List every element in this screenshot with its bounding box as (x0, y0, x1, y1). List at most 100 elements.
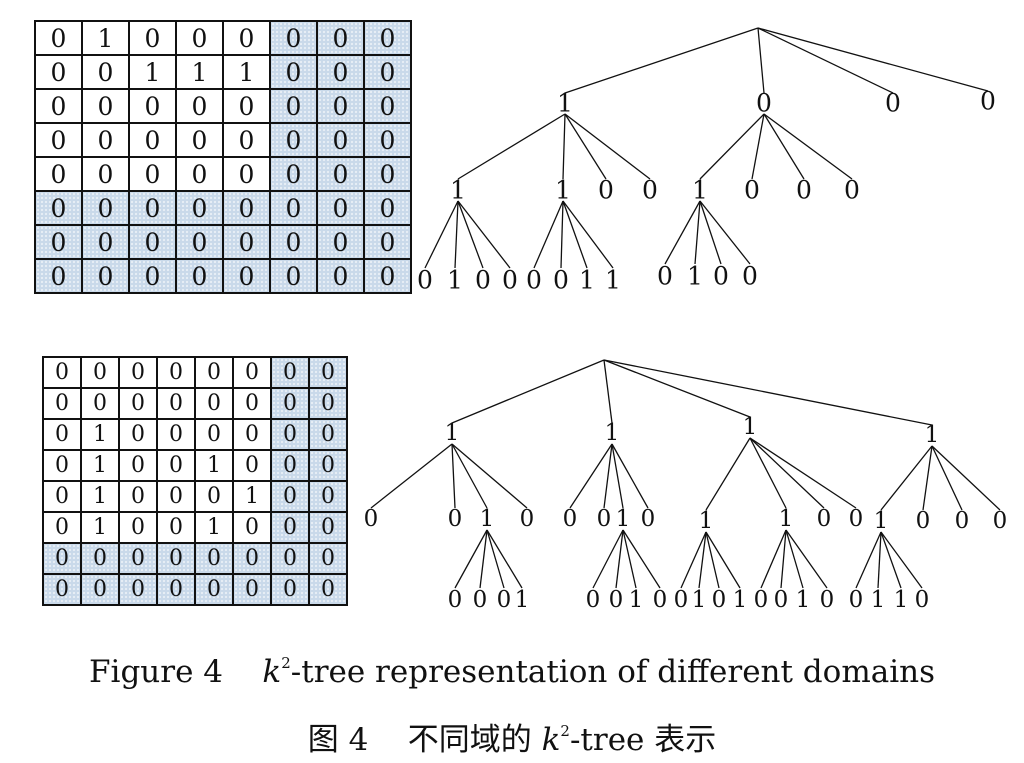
tree-node: 0 (744, 176, 760, 205)
tree-node: 0 (563, 506, 578, 532)
tree-edge (603, 359, 933, 426)
tree-edge (457, 200, 511, 269)
tree-node: 1 (779, 506, 794, 532)
tree-edge (931, 445, 963, 511)
tree-node: 1 (925, 422, 940, 448)
tree-edge (457, 113, 566, 180)
grid-cell: 0 (269, 122, 318, 158)
grid-cell: 0 (42, 356, 82, 389)
tree-leaf: 0 (417, 266, 433, 295)
caption-en-prefix: Figure 4 (89, 654, 223, 690)
caption-en-rest: -tree representation of different domain… (290, 654, 935, 690)
tree-leaf: 0 (657, 262, 673, 291)
tree-node: 0 (448, 506, 463, 532)
tree-edge (698, 531, 707, 589)
tree-node: 1 (555, 176, 571, 205)
tree-node: 1 (743, 414, 758, 440)
figure-caption-english: Figure 4 k2-tree representation of diffe… (0, 654, 1024, 690)
tree-edge (611, 443, 624, 509)
grid-cell: 0 (316, 20, 365, 56)
grid-cell: 0 (308, 387, 348, 420)
grid-cell: 0 (269, 54, 318, 90)
grid-cell: 1 (175, 54, 224, 90)
grid-cell: 0 (308, 449, 348, 482)
caption-zh-rest: -tree 表示 (569, 722, 717, 758)
grid-cell: 0 (156, 480, 196, 513)
grid-cell: 0 (232, 573, 272, 606)
tree-edge (451, 443, 456, 509)
tree-node: 1 (605, 420, 620, 446)
tree-edge (785, 529, 828, 589)
tree-edge (763, 113, 853, 180)
grid-cell: 0 (308, 356, 348, 389)
tree-node: 0 (885, 89, 901, 118)
grid-cell: 0 (42, 573, 82, 606)
tree-leaf: 1 (871, 587, 886, 613)
tree-node: 0 (756, 89, 772, 118)
grid-cell: 0 (42, 511, 82, 544)
tree-node: 1 (480, 506, 495, 532)
grid-cell: 0 (222, 190, 271, 226)
grid-cell: 1 (128, 54, 177, 90)
grid-cell: 0 (270, 480, 310, 513)
grid-cell: 0 (34, 54, 83, 90)
tree-leaf: 0 (526, 266, 542, 295)
grid-cell: 0 (269, 258, 318, 294)
grid-cell: 0 (308, 418, 348, 451)
tree-leaf: 0 (713, 262, 729, 291)
grid-cell: 0 (269, 156, 318, 192)
grid-cell: 0 (81, 88, 130, 124)
grid-cell: 0 (269, 20, 318, 56)
tree-leaf: 1 (515, 587, 530, 613)
grid-cell: 1 (194, 511, 234, 544)
tree-edge (749, 437, 787, 509)
grid-cell: 0 (34, 88, 83, 124)
grid-cell: 0 (270, 418, 310, 451)
caption-zh-k: k (541, 722, 561, 758)
grid-cell: 1 (222, 54, 271, 90)
grid-cell: 1 (80, 449, 120, 482)
tree-node: 1 (699, 508, 714, 534)
tree-edge (699, 200, 722, 265)
grid-cell: 0 (363, 54, 412, 90)
grid-cell: 0 (80, 387, 120, 420)
tree-leaf: 0 (774, 587, 789, 613)
tree-edge (757, 27, 894, 94)
tree-leaf: 0 (475, 266, 491, 295)
tree-node: 0 (993, 508, 1008, 534)
grid-cell: 0 (81, 224, 130, 260)
tree-edge (564, 113, 607, 180)
tree-edge (564, 113, 651, 180)
grid-cell: 0 (34, 156, 83, 192)
grid-cell: 0 (270, 573, 310, 606)
grid-cell: 0 (118, 573, 158, 606)
tree-leaf: 0 (674, 587, 689, 613)
grid-cell: 0 (363, 122, 412, 158)
grid-cell: 1 (194, 449, 234, 482)
tree-edge (749, 437, 825, 509)
tree-edge (622, 529, 661, 589)
grid-cell: 0 (81, 190, 130, 226)
grid-cell: 0 (269, 190, 318, 226)
tree-leaf: 0 (849, 587, 864, 613)
tree-edge (479, 529, 488, 589)
tree-node: 0 (849, 506, 864, 532)
grid-cell: 0 (316, 190, 365, 226)
grid-cell: 0 (42, 387, 82, 420)
grid-cell: 0 (128, 122, 177, 158)
grid-cell: 0 (42, 480, 82, 513)
tree-edge (622, 529, 637, 589)
grid-cell: 0 (118, 418, 158, 451)
grid-cell: 0 (270, 449, 310, 482)
tree-leaf: 0 (473, 587, 488, 613)
grid-cell: 0 (128, 156, 177, 192)
tree-edge (880, 445, 933, 511)
